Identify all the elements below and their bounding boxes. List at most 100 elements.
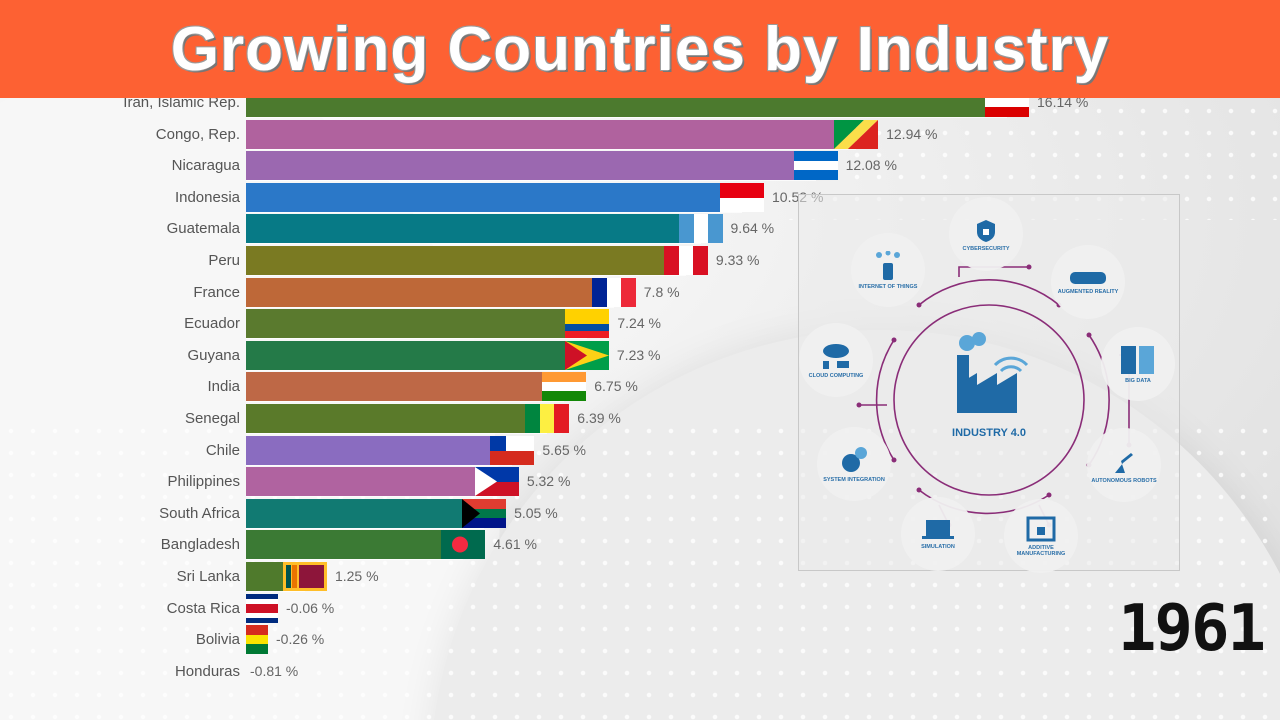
infographic-node-system-integration: SYSTEM INTEGRATION: [817, 427, 891, 501]
bar-row: Peru 9.33 %: [0, 246, 1280, 275]
flag-icon: [441, 530, 486, 559]
laptop-gears-icon: [922, 519, 954, 539]
value-label: 7.23 %: [616, 347, 661, 363]
value-label: 12.94 %: [886, 126, 938, 142]
iot-phone-icon: [876, 250, 900, 280]
flag-icon: [246, 594, 278, 623]
value-label: 7.8 %: [643, 284, 680, 300]
flag-icon: [564, 341, 609, 370]
page-title: Growing Countries by Industry: [170, 14, 1110, 84]
value-label: 1.25 %: [334, 568, 379, 584]
bar: [246, 214, 701, 243]
infographic-node-augmented-reality: AUGMENTED REALITY: [1051, 245, 1125, 319]
value-label: 6.75 %: [594, 378, 638, 394]
gears-icon: [842, 446, 867, 472]
flag-icon: [525, 404, 570, 433]
value-label: -0.06 %: [286, 600, 335, 616]
flag-icon: [720, 183, 765, 212]
flag-icon: [246, 625, 268, 654]
country-label: India: [207, 378, 240, 395]
bar-row: France 7.8 %: [0, 278, 1280, 307]
bar-row: Ecuador 7.24 %: [0, 309, 1280, 338]
flag-icon: [678, 214, 723, 243]
flag-icon: [474, 467, 519, 496]
value-label: 5.65 %: [542, 442, 586, 458]
bar-row: Honduras -0.81 %: [0, 657, 1280, 686]
bar: [246, 530, 464, 559]
country-label: Costa Rica: [166, 600, 240, 617]
bar-row: South Africa 5.05 %: [0, 499, 1280, 528]
bar-row: Senegal 6.39 %: [0, 404, 1280, 433]
country-label: Bolivia: [195, 631, 240, 648]
shield-lock-icon: [977, 219, 995, 242]
country-label: Senegal: [184, 410, 240, 427]
bar-row: Costa Rica -0.06 %: [0, 594, 1280, 623]
year-label: 1961: [1117, 592, 1266, 666]
bar: [246, 341, 587, 370]
infographic-node-additive-manufacturing: ADDITIVE MANUFACTURING: [1004, 499, 1078, 573]
country-label: Chile: [205, 442, 240, 459]
infographic-node-autonomous-robots: AUTONOMOUS ROBOTS: [1087, 428, 1161, 502]
bar: [246, 246, 686, 275]
value-label: 16.14 %: [1037, 94, 1089, 110]
bar-row: Philippines 5.32 %: [0, 467, 1280, 496]
country-label: Guyana: [187, 347, 240, 364]
value-label: 9.33 %: [715, 252, 760, 268]
bar-row: Sri Lanka 1.25 %: [0, 562, 1280, 591]
factory-icon: [957, 332, 1029, 413]
bar: [246, 151, 816, 180]
flag-icon: [282, 562, 327, 591]
bar: [246, 404, 548, 433]
bar-row: Guyana 7.23 %: [0, 341, 1280, 370]
bar-row: Bangladesh 4.61 %: [0, 530, 1280, 559]
flag-icon: [663, 246, 708, 275]
country-label: Guatemala: [166, 220, 240, 237]
bar-row: Bolivia -0.26 %: [0, 625, 1280, 654]
bar: [246, 120, 857, 149]
flag-icon: [591, 278, 636, 307]
server-rack-icon: [1121, 345, 1154, 374]
flag-icon: [542, 372, 587, 401]
industry-4-infographic: INDUSTRY 4.0 CYBERSECURITY AUGMENTED REA…: [798, 194, 1180, 573]
flag-icon: [462, 499, 507, 528]
value-label: 7.24 %: [617, 315, 661, 331]
cloud-devices-icon: [823, 343, 849, 369]
country-label: Sri Lanka: [176, 568, 240, 585]
infographic-node-cybersecurity: CYBERSECURITY: [949, 197, 1023, 271]
country-label: Ecuador: [184, 315, 240, 332]
value-label: -0.81 %: [250, 663, 299, 679]
bar-row: India 6.75 %: [0, 372, 1280, 401]
title-banner: Growing Countries by Industry: [0, 0, 1280, 98]
bar: [246, 499, 485, 528]
flag-icon: [793, 151, 838, 180]
bar: [246, 436, 513, 465]
bar: [246, 372, 565, 401]
country-label: South Africa: [159, 505, 240, 522]
robot-arm-icon: [1115, 452, 1133, 473]
country-label: Honduras: [174, 663, 240, 680]
bar-row: Congo, Rep. 12.94 %: [0, 120, 1280, 149]
bar: [246, 467, 497, 496]
country-label: Bangladesh: [160, 536, 240, 553]
value-label: 4.61 %: [493, 536, 537, 552]
3d-printer-icon: [1026, 516, 1056, 541]
country-label: Iran, Islamic Rep.: [123, 94, 240, 111]
country-label: Peru: [208, 252, 240, 269]
country-label: Congo, Rep.: [155, 126, 240, 143]
bar: [246, 183, 743, 212]
value-label: -0.26 %: [276, 631, 325, 647]
infographic-node-big-data: BIG DATA: [1101, 327, 1175, 401]
flag-icon: [834, 120, 879, 149]
infographic-node-simulation: SIMULATION: [901, 497, 975, 571]
value-label: 12.08 %: [845, 157, 897, 173]
infographic-node-cloud-computing: CLOUD COMPUTING: [799, 323, 873, 397]
value-label: 6.39 %: [577, 410, 621, 426]
bar: [246, 309, 588, 338]
vr-goggles-icon: [1070, 271, 1106, 284]
bar-row: Guatemala 9.64 %: [0, 214, 1280, 243]
flag-icon: [490, 436, 535, 465]
country-label: Philippines: [167, 473, 240, 490]
flag-icon: [565, 309, 610, 338]
